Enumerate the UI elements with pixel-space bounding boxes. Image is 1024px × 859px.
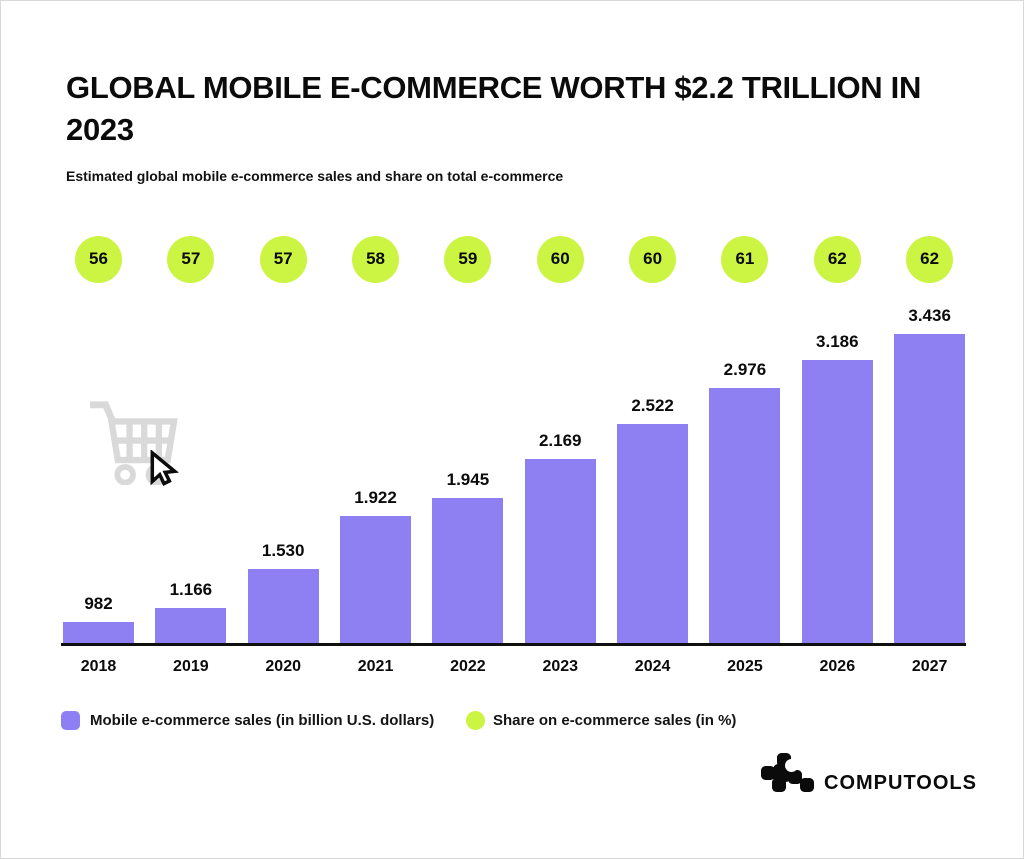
legend-sales-label: Mobile e-commerce sales (in billion U.S.… xyxy=(90,712,435,729)
share-bubble: 62 xyxy=(906,235,954,283)
bar-value-label: 2.522 xyxy=(631,396,674,415)
sales-bar xyxy=(340,516,412,643)
year-label: 2022 xyxy=(450,658,486,675)
sales-bar xyxy=(709,388,781,643)
share-bubble: 58 xyxy=(352,235,400,283)
sales-bar xyxy=(155,608,227,643)
bar-value-label: 3.436 xyxy=(908,306,951,325)
bar-value-label: 1.922 xyxy=(354,488,397,507)
mouse-cursor-icon xyxy=(150,450,180,486)
share-bubble: 57 xyxy=(259,235,307,283)
year-label: 2024 xyxy=(634,658,671,675)
bar-value-label: 1.945 xyxy=(446,470,490,489)
year-label: 2021 xyxy=(357,658,394,675)
sales-bar xyxy=(524,459,596,643)
shopping-cart-icon xyxy=(89,401,178,485)
sales-bar xyxy=(432,498,504,643)
share-bubble: 57 xyxy=(167,235,215,283)
year-label: 2025 xyxy=(727,658,763,675)
page-subtitle: Estimated global mobile e-commerce sales… xyxy=(66,168,564,184)
bar-value-label: 2.976 xyxy=(723,360,767,379)
sales-bar xyxy=(63,622,134,643)
legend-sales-swatch xyxy=(61,711,80,730)
share-bubble: 62 xyxy=(813,235,861,283)
sales-bar xyxy=(247,569,319,643)
legend-share-label: Share on e-commerce sales (in %) xyxy=(493,712,737,729)
share-bubble: 61 xyxy=(721,235,769,283)
sales-bar xyxy=(894,334,966,643)
bar-value-label: 1.166 xyxy=(169,580,213,599)
year-label: 2018 xyxy=(80,658,117,675)
year-label: 2027 xyxy=(911,658,948,675)
bar-value-label: 3.186 xyxy=(816,332,859,351)
bar-value-label: 982 xyxy=(84,594,113,613)
year-label: 2019 xyxy=(173,658,209,675)
share-bubble: 56 xyxy=(75,235,122,283)
year-label: 2023 xyxy=(542,658,579,675)
bar-value-label: 1.530 xyxy=(261,541,305,560)
share-bubble: 60 xyxy=(629,235,677,283)
sales-bar xyxy=(617,424,689,643)
bar-value-label: 2.169 xyxy=(538,431,582,450)
share-bubble: 59 xyxy=(444,235,492,283)
legend-share-dot xyxy=(466,711,485,730)
brand-name: COMPUTOOLS xyxy=(824,772,977,794)
year-label: 2020 xyxy=(265,658,301,675)
page-title: GLOBAL MOBILE E-COMMERCE WORTH $2.2 TRIL… xyxy=(66,70,922,147)
year-label: 2026 xyxy=(819,658,856,675)
x-axis-line xyxy=(61,643,966,646)
computools-logo-icon xyxy=(761,753,814,792)
sales-bar xyxy=(801,360,873,643)
share-bubble: 60 xyxy=(536,235,584,283)
